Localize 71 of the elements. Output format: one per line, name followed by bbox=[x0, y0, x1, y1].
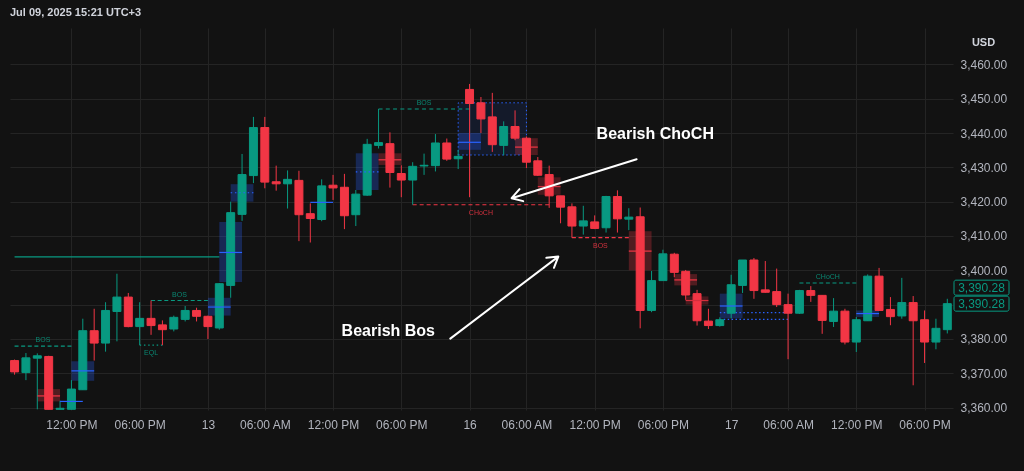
candlestick bbox=[328, 174, 338, 201]
text: 3,390.28 bbox=[958, 296, 1006, 311]
candlestick bbox=[351, 189, 361, 227]
y-tick-label: 3,430.00 bbox=[960, 160, 1008, 175]
x-tick-label: 12:00 PM bbox=[46, 417, 98, 432]
candlestick bbox=[760, 260, 770, 294]
candlestick bbox=[442, 138, 452, 162]
y-tick-label: 3,370.00 bbox=[960, 366, 1008, 381]
candlestick bbox=[157, 319, 167, 346]
x-tick-label: 06:00 AM bbox=[763, 417, 814, 432]
x-tick-label: 06:00 PM bbox=[899, 417, 951, 432]
candlestick bbox=[283, 169, 293, 210]
candlestick bbox=[897, 277, 907, 320]
candlestick bbox=[89, 308, 99, 362]
candlestick bbox=[499, 120, 509, 156]
candlestick bbox=[305, 202, 315, 244]
candlestick bbox=[783, 293, 793, 360]
text: 3,390.28 bbox=[958, 280, 1006, 295]
candlestick bbox=[612, 189, 622, 234]
annotation: Bearish Bos bbox=[341, 321, 436, 339]
candlestick bbox=[931, 318, 941, 350]
candlestick bbox=[669, 252, 679, 278]
x-tick-label: 06:00 PM bbox=[114, 417, 166, 432]
candlestick bbox=[112, 273, 122, 342]
candlestick bbox=[624, 207, 634, 231]
x-tick-label: 16 bbox=[463, 417, 478, 432]
y-tick-label: 3,420.00 bbox=[960, 195, 1008, 210]
x-tick-label: 13 bbox=[201, 417, 216, 432]
x-tick-label: 06:00 PM bbox=[637, 417, 690, 432]
chart-title: Jul 09, 2025 15:21 UTC+3 bbox=[10, 6, 142, 18]
candlestick bbox=[32, 352, 42, 410]
candlestick bbox=[408, 161, 418, 206]
candlestick bbox=[396, 164, 406, 198]
candlestick bbox=[772, 268, 782, 308]
x-tick-label: 12:00 PM bbox=[307, 417, 360, 432]
x-tick-label: 12:00 PM bbox=[831, 417, 883, 432]
y-tick-label: 3,450.00 bbox=[960, 92, 1008, 107]
candlestick bbox=[829, 297, 839, 328]
x-tick-label: 17 bbox=[725, 417, 739, 432]
candlestick bbox=[66, 379, 76, 410]
y-tick-label: 3,460.00 bbox=[960, 57, 1008, 72]
x-tick-label: 12:00 PM bbox=[569, 417, 621, 432]
candlestick bbox=[703, 308, 713, 330]
candlestick bbox=[430, 133, 440, 172]
candlestick bbox=[920, 309, 930, 364]
candlestick bbox=[908, 295, 918, 386]
candlestick bbox=[465, 83, 475, 198]
y-tick-label: 3,410.00 bbox=[960, 229, 1008, 244]
y-axis-title: USD bbox=[971, 35, 996, 48]
candlestick bbox=[794, 289, 804, 315]
candlestick bbox=[146, 300, 156, 336]
candlestick bbox=[21, 352, 31, 381]
x-tick-label: 06:00 AM bbox=[501, 417, 553, 432]
candlestick bbox=[271, 165, 281, 192]
candlestick bbox=[510, 109, 520, 141]
candlestick bbox=[885, 296, 895, 326]
candlestick bbox=[533, 156, 543, 177]
y-tick-label: 3,400.00 bbox=[960, 263, 1008, 278]
candlestick bbox=[851, 316, 861, 353]
y-tick-label: 3,360.00 bbox=[960, 401, 1008, 416]
annotation: Bearish ChoCH bbox=[596, 125, 714, 143]
candlestick bbox=[419, 153, 429, 176]
x-tick-label: 06:00 AM bbox=[239, 417, 291, 432]
candlestick bbox=[55, 400, 65, 410]
candlestick bbox=[476, 96, 486, 134]
y-tick-label: 3,380.00 bbox=[960, 332, 1008, 347]
candlestick bbox=[453, 149, 463, 170]
candlestick bbox=[556, 195, 566, 224]
candlestick bbox=[578, 205, 588, 236]
y-tick-label: 3,440.00 bbox=[960, 126, 1008, 141]
x-tick-label: 06:00 PM bbox=[376, 417, 428, 432]
